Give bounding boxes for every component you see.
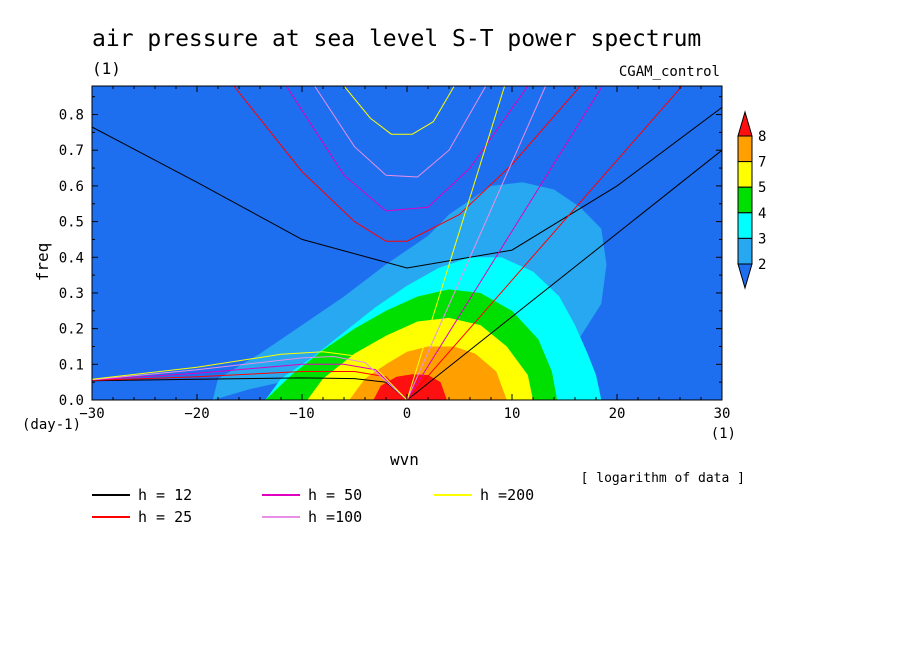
colorbar-label: 8 — [758, 129, 766, 145]
dispersion-curve-group — [92, 86, 722, 400]
colorbar-box — [737, 237, 753, 265]
legend: h = 12 h = 25 h = 50 h =100 h =200 — [92, 486, 534, 526]
legend-label: h =200 — [480, 486, 534, 504]
colorbar-box — [737, 135, 753, 163]
y-tick-label: 0.7 — [59, 143, 84, 159]
y-axis-unit: (day-1) — [22, 417, 81, 433]
colorbar: 8 7 5 4 3 2 — [737, 110, 766, 290]
x-tick-label: −20 — [184, 406, 209, 422]
chart-subtitle: (1) — [92, 59, 121, 78]
run-label: CGAM_control — [619, 64, 720, 80]
x-tick-label: −10 — [289, 406, 314, 422]
colorbar-box — [737, 161, 753, 188]
colorbar-label: 5 — [758, 180, 766, 196]
x-axis-ticks: −30 −20 −10 0 10 20 30 — [79, 86, 730, 422]
y-tick-label: 0.8 — [59, 108, 84, 124]
colorbar-label: 7 — [758, 155, 766, 171]
dispersion-kelvin-h50 — [406, 86, 603, 400]
legend-label: h =100 — [308, 508, 362, 526]
dispersion-ig1-h100 — [314, 86, 487, 178]
y-tick-label: 0.4 — [59, 250, 84, 266]
colorbar-extend-top — [737, 110, 753, 137]
y-tick-label: 0.2 — [59, 322, 84, 338]
dispersion-kelvin-h25 — [406, 86, 683, 400]
colorbar-box — [737, 186, 753, 214]
dispersion-kelvin-h12 — [406, 149, 722, 400]
colorbar-label: 3 — [758, 231, 766, 247]
legend-label: h = 25 — [138, 508, 192, 526]
colorbar-box — [737, 212, 753, 239]
dispersion-ig1-h12 — [92, 106, 722, 269]
y-tick-label: 0.3 — [59, 286, 84, 302]
legend-label: h = 12 — [138, 486, 192, 504]
colorbar-label: 4 — [758, 206, 766, 222]
dispersion-mrg-h200 — [92, 351, 408, 400]
chart-title: air pressure at sea level S-T power spec… — [92, 26, 701, 52]
dispersion-mrg-h25 — [92, 371, 408, 400]
colorbar-extend-bottom — [737, 263, 753, 290]
y-tick-label: 0.0 — [59, 393, 84, 409]
dispersion-ig1-h50 — [285, 86, 529, 212]
dispersion-ig1-h25 — [233, 86, 581, 242]
x-tick-label: 10 — [504, 406, 521, 422]
x-axis-unit: (1) — [711, 426, 736, 442]
dispersion-mrg-h50 — [92, 363, 408, 400]
x-axis-label: wvn — [390, 450, 419, 469]
y-axis-ticks: 0.0 0.1 0.2 0.3 0.4 0.5 0.6 0.7 0.8 — [59, 96, 722, 409]
dispersion-kelvin-h100 — [406, 86, 547, 400]
dispersion-mrg-h12 — [92, 377, 408, 400]
y-tick-label: 0.1 — [59, 357, 84, 373]
y-tick-label: 0.6 — [59, 179, 84, 195]
y-tick-label: 0.5 — [59, 215, 84, 231]
x-tick-label: 30 — [714, 406, 731, 422]
y-axis-label: freq — [33, 243, 52, 282]
contour-region-level-9 — [373, 374, 447, 400]
legend-label: h = 50 — [308, 486, 362, 504]
dispersion-mrg-h100 — [92, 355, 408, 400]
dispersion-ig1-h200 — [343, 86, 455, 135]
colorbar-label: 2 — [758, 257, 766, 273]
data-note: [ logarithm of data ] — [581, 471, 745, 486]
x-tick-label: −30 — [79, 406, 104, 422]
x-tick-label: 0 — [403, 406, 411, 422]
dispersion-kelvin-h200 — [406, 86, 506, 400]
x-tick-label: 20 — [609, 406, 626, 422]
